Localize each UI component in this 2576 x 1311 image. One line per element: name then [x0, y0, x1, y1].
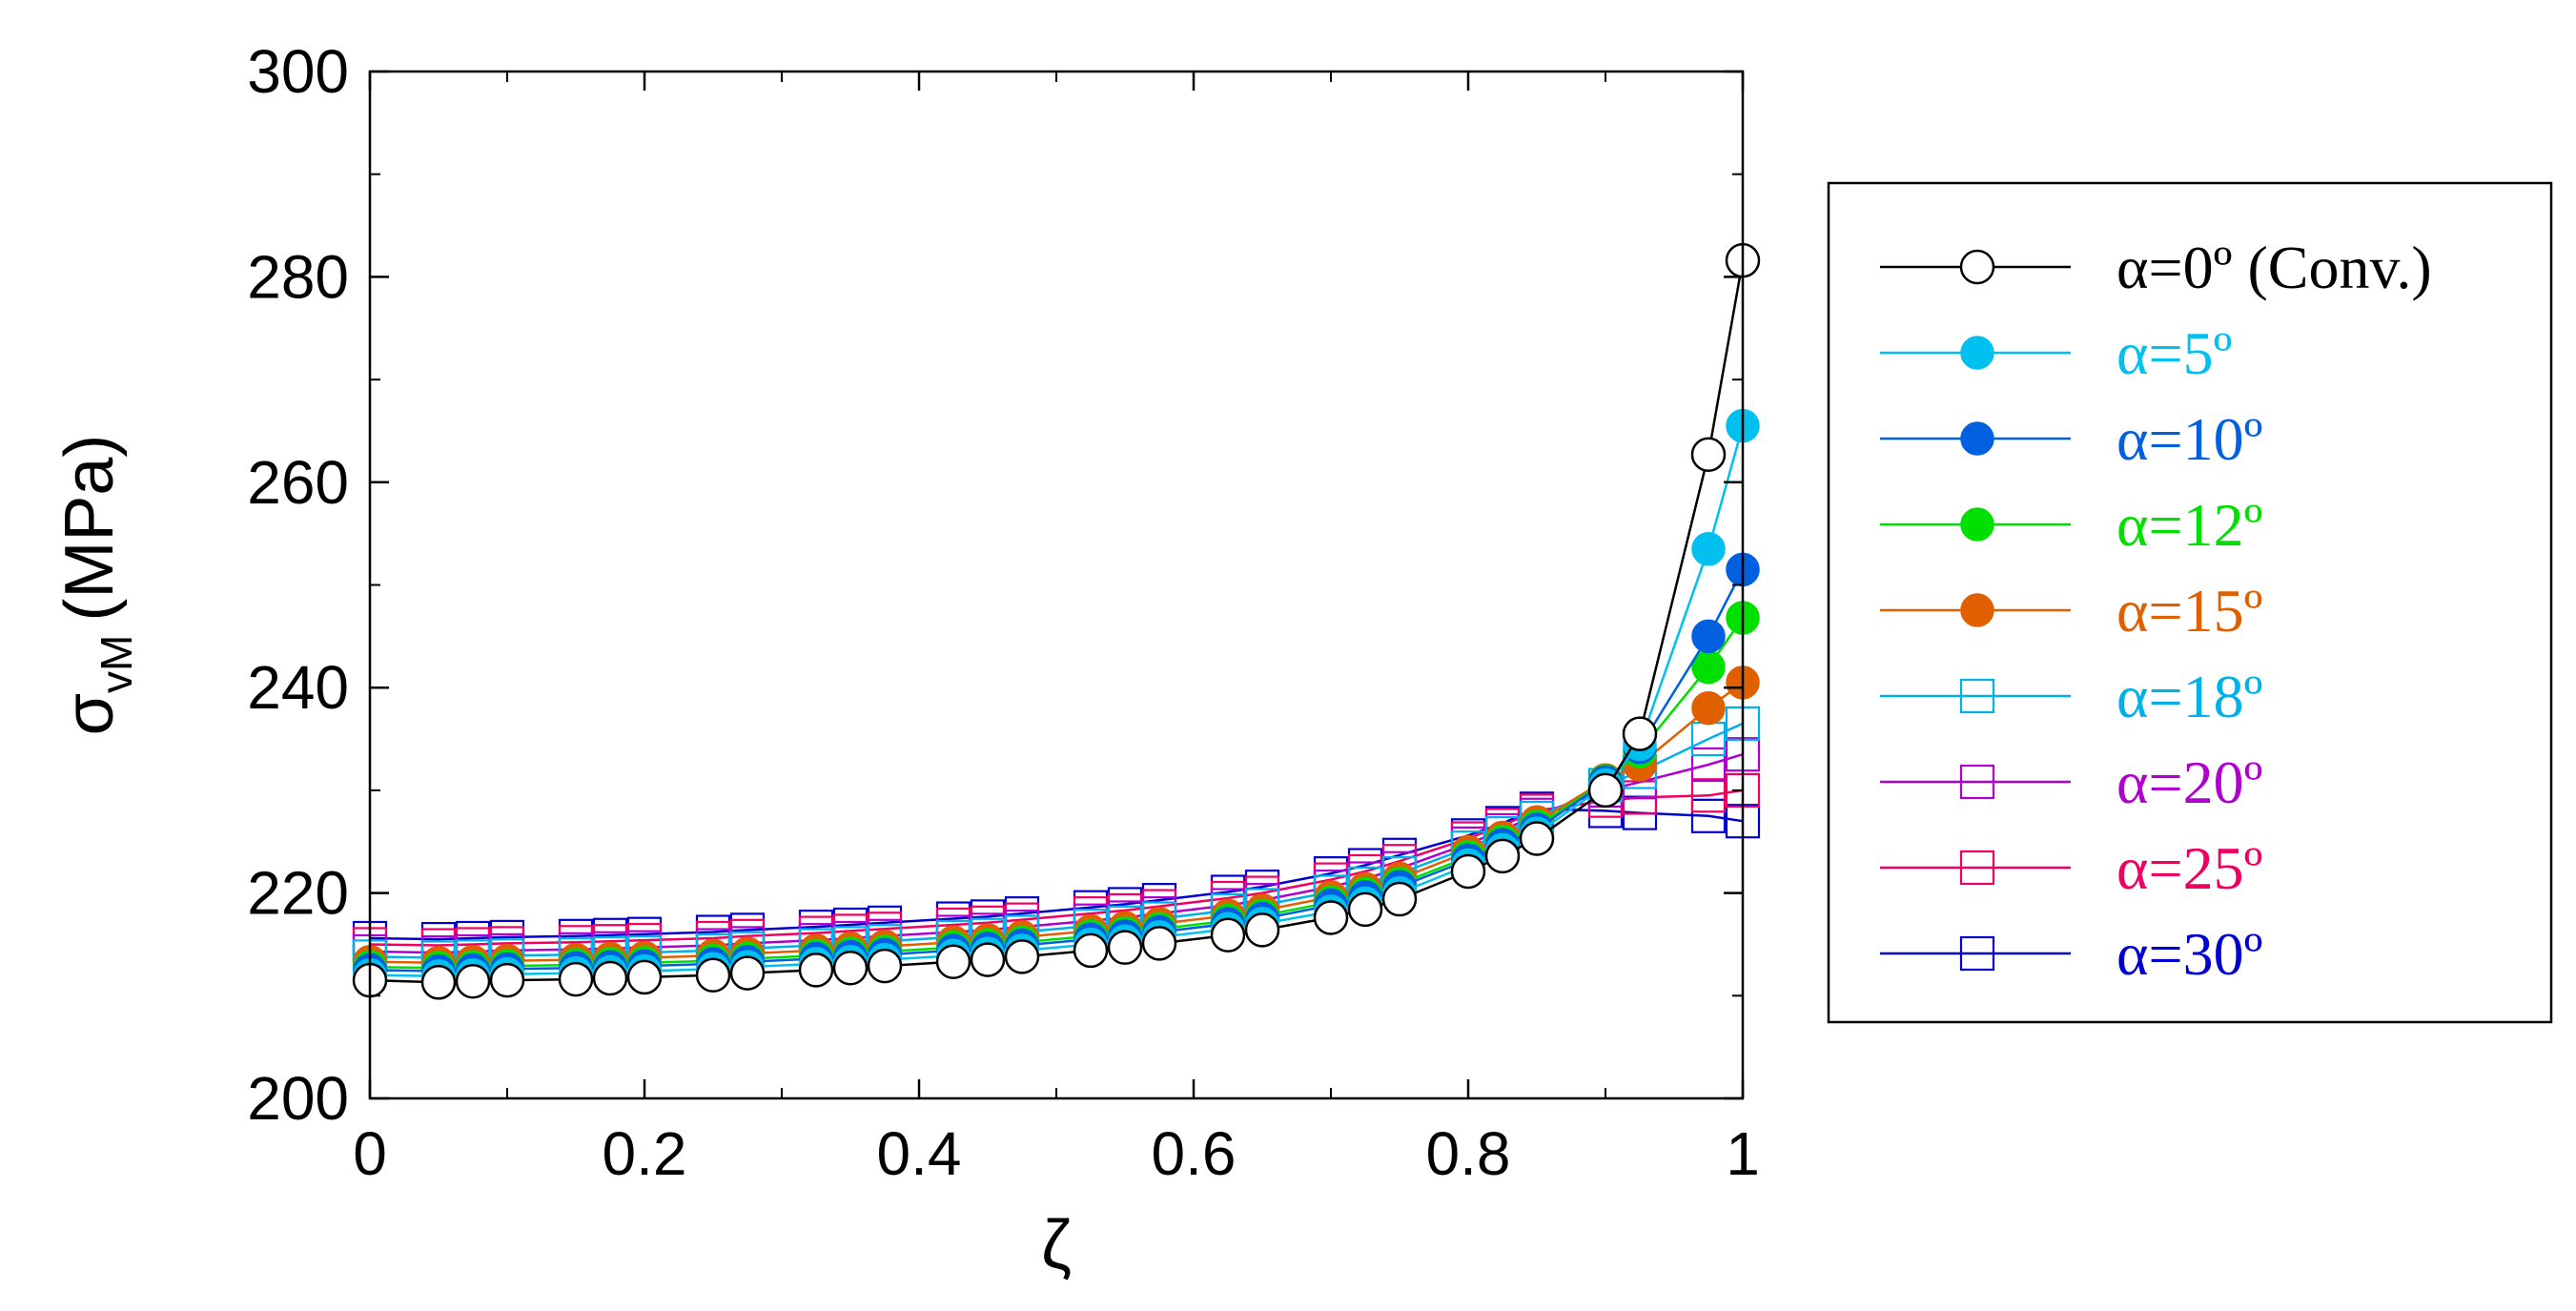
- y-axis-title: σvM (MPa): [51, 435, 141, 736]
- data-point: [867, 948, 903, 984]
- y-axis-unit: (MPa): [51, 435, 128, 622]
- x-tick-label: 0.4: [877, 1119, 962, 1188]
- legend-label: α=12º: [2116, 491, 2262, 559]
- y-tick-label: 200: [247, 1064, 349, 1133]
- legend-marker: [1960, 593, 1994, 627]
- x-tick-label: 0.2: [603, 1119, 687, 1188]
- data-point: [1690, 778, 1727, 813]
- y-tick-label: 220: [247, 859, 349, 928]
- data-point: [592, 960, 628, 996]
- x-tick-label: 0: [353, 1119, 387, 1188]
- axes: 200 220 240 260 280 300 0 0.2 0.4 0.6 0.8 1 ζ σvM (MPa…: [51, 37, 1760, 1283]
- data-point: [1347, 891, 1383, 928]
- legend-marker: [1959, 935, 1995, 972]
- data-point: [798, 953, 834, 988]
- data-point: [420, 965, 457, 1000]
- y-tick-label: 240: [247, 653, 349, 722]
- series-line: [369, 259, 1745, 984]
- data-point: [1691, 619, 1726, 654]
- data-point: [558, 961, 594, 997]
- y-axis-symbol: σ: [51, 693, 128, 735]
- data-point: [1690, 798, 1727, 833]
- data-point: [1381, 881, 1418, 917]
- data-point: [1519, 821, 1555, 856]
- legend-label: α=20º: [2116, 748, 2262, 816]
- data-point: [626, 959, 663, 995]
- legend-marker: [1960, 507, 1994, 542]
- series-line: [369, 808, 1744, 941]
- data-point: [1587, 772, 1624, 809]
- x-tick-label: 1: [1726, 1119, 1760, 1188]
- legend-label: α=18º: [2116, 663, 2262, 730]
- data-point: [1690, 747, 1727, 783]
- data-point: [1690, 437, 1727, 472]
- y-axis-subscript: vM: [92, 635, 141, 693]
- legend-label: α=30º: [2116, 920, 2262, 988]
- plot-area: [352, 242, 1761, 1000]
- legend-marker: [1960, 336, 1994, 370]
- x-axis-title: ζ: [1041, 1207, 1072, 1283]
- data-point: [1691, 532, 1726, 566]
- legend-marker: [1959, 850, 1995, 886]
- series-line: [369, 425, 1745, 978]
- legend-label: α=25º: [2116, 834, 2262, 902]
- legend: α=0º (Conv.) α=5º α=10º α=12º α=15º α=18º α=20…: [1827, 181, 2553, 1024]
- data-point: [1622, 716, 1658, 751]
- y-tick-label: 300: [247, 37, 349, 106]
- legend-marker: [1959, 764, 1995, 800]
- legend-label: α=15º: [2116, 577, 2262, 645]
- data-point: [695, 957, 731, 993]
- data-point: [1073, 932, 1109, 969]
- legend-box: [1827, 181, 2553, 1024]
- x-tick-label: 0.8: [1426, 1119, 1511, 1188]
- data-point: [935, 944, 971, 980]
- data-point: [1004, 939, 1040, 974]
- data-point: [970, 942, 1006, 977]
- data-point: [1484, 838, 1521, 874]
- legend-marker: [1959, 678, 1995, 714]
- data-point: [1107, 930, 1143, 965]
- data-point: [455, 963, 491, 999]
- data-point: [1141, 926, 1177, 961]
- x-tick-label: 0.6: [1152, 1119, 1237, 1188]
- data-point: [832, 950, 869, 986]
- legend-marker: [1959, 249, 1995, 285]
- data-point: [1244, 912, 1280, 948]
- y-tick-label: 260: [247, 448, 349, 517]
- data-point: [1210, 917, 1246, 953]
- data-point: [1691, 690, 1726, 726]
- legend-label: α=5º: [2116, 319, 2232, 387]
- legend-marker: [1960, 421, 1994, 456]
- y-tick-label: 280: [247, 242, 349, 311]
- data-point: [489, 962, 525, 998]
- legend-label: α=10º: [2116, 405, 2262, 473]
- data-point: [1450, 853, 1486, 890]
- legend-label: α=0º (Conv.): [2116, 234, 2432, 301]
- data-point: [1313, 900, 1349, 935]
- data-point: [729, 955, 766, 991]
